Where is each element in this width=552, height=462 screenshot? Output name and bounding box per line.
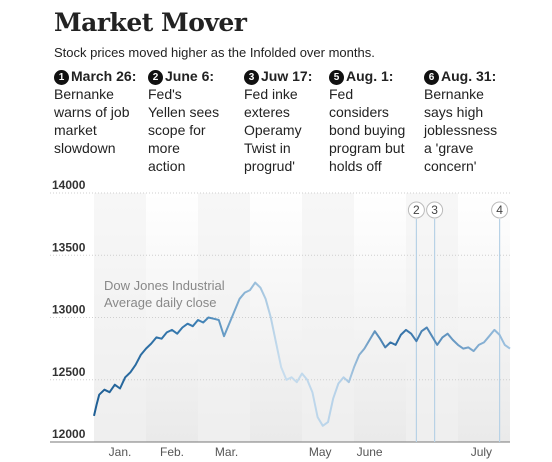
series-line-group — [93, 281, 511, 427]
event-number-badge: 2 — [148, 70, 163, 85]
event-date: March 26: — [71, 68, 137, 84]
event-number-badge: 5 — [329, 70, 344, 85]
event-5: 5 Aug. 1: Fed considers bond buying progr… — [329, 67, 405, 175]
event-marker-circle — [426, 201, 444, 219]
x-axis: Jan. Feb. Mar. May June July — [109, 445, 492, 459]
event-text: Fed inke exteres Operamy Twist in progru… — [244, 86, 302, 174]
event-date: Aug. 31: — [441, 68, 497, 84]
event-marker-label: 2 — [413, 203, 420, 217]
x-tick-label: Feb. — [160, 445, 184, 459]
event-text: Bernanke says high joblessness a 'grave … — [424, 86, 498, 174]
x-tick-label: Mar. — [215, 445, 238, 459]
y-tick-label: 12500 — [52, 365, 86, 379]
event-3: 3 Juw 17: Fed inke exteres Operamy Twist … — [244, 67, 312, 175]
x-tick-label: July — [471, 445, 492, 459]
x-tick-label: June — [357, 445, 383, 459]
chart-subtitle: Stock prices moved higher as the Infolde… — [54, 45, 375, 60]
chart-title: Market Mover — [54, 8, 247, 37]
y-tick-label: 13000 — [52, 303, 86, 317]
event-text: Bernanke warns of job market slowdown — [54, 86, 130, 156]
annotation-group: Dow Jones Industrial Average daily close — [104, 278, 225, 310]
month-band — [302, 193, 354, 442]
series-annotation: Average daily close — [104, 295, 217, 310]
event-marker-circle — [491, 201, 509, 219]
event-callouts: 1 March 26: Bernanke warns of job market … — [54, 67, 514, 187]
x-tick-label: Jan. — [109, 445, 132, 459]
event-text: Fed's Yellen sees scope for more action — [148, 86, 220, 174]
gridlines — [50, 192, 510, 443]
event-text: Fed considers bond buying program but ho… — [329, 86, 406, 174]
event-6: 6 Aug. 31: Bernanke says high joblessness… — [424, 67, 497, 175]
event-number-badge: 3 — [244, 70, 259, 85]
series-annotation: Dow Jones Industrial — [104, 278, 225, 293]
event-marker-label: 4 — [496, 203, 503, 217]
series-line — [93, 281, 511, 427]
event-date: Juw 17: — [261, 68, 313, 84]
y-tick-label: 13500 — [52, 240, 86, 254]
event-date: Aug. 1: — [346, 68, 394, 84]
event-number-badge: 6 — [424, 70, 439, 85]
y-tick-label: 14000 — [52, 178, 86, 192]
event-date: June 6: — [165, 68, 215, 84]
y-tick-label: 12000 — [52, 427, 86, 441]
event-number-badge: 1 — [54, 70, 69, 85]
event-2: 2 June 6: Fed's Yellen sees scope for mor… — [148, 67, 219, 175]
y-axis: 14000 13500 13000 12500 12000 — [52, 178, 86, 441]
event-marker-circle — [407, 201, 425, 219]
event-marker-label: 3 — [431, 203, 438, 217]
x-tick-label: May — [309, 445, 332, 459]
event-1: 1 March 26: Bernanke warns of job market … — [54, 67, 136, 157]
